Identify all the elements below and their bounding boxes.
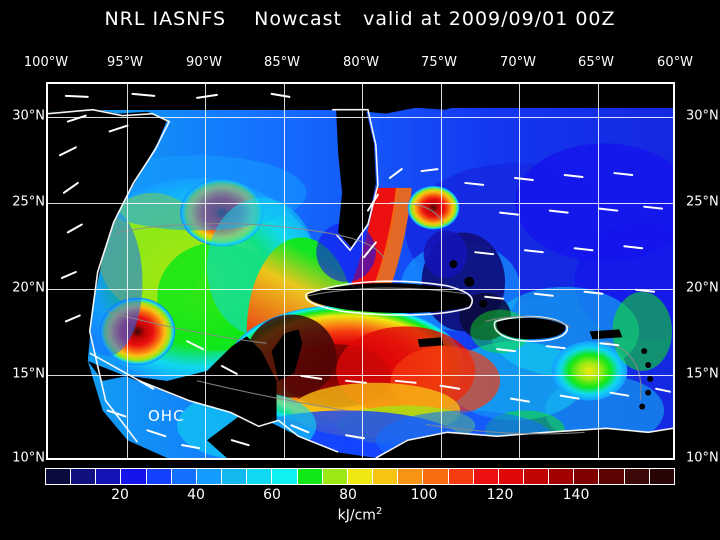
colorbar-block-4 <box>146 469 172 484</box>
colorbar <box>45 468 675 485</box>
lon-tick-1: 95°W <box>107 55 143 70</box>
gridline-lat-30n <box>48 117 673 118</box>
lat-tick-left-0: 30°N <box>12 108 45 124</box>
map-plot-area: OHC <box>46 82 675 460</box>
colorbar-block-1 <box>71 469 97 484</box>
colorbar-block-24 <box>649 469 674 484</box>
page-title: NRL IASNFS Nowcast valid at 2009/09/01 0… <box>104 8 616 30</box>
gridline-lon-70w <box>519 84 520 458</box>
colorbar-unit-main: kJ/cm <box>337 507 376 524</box>
lat-tick-left-2: 20°N <box>12 280 45 296</box>
cb-tick-40: 40 <box>187 487 205 503</box>
colorbar-block-5 <box>171 469 197 484</box>
lon-tick-6: 70°W <box>500 55 536 70</box>
cb-tick-100: 100 <box>410 487 438 503</box>
colorbar-block-12 <box>347 469 374 484</box>
colorbar-block-8 <box>247 469 273 484</box>
lat-tick-left-1: 25°N <box>12 194 45 210</box>
colorbar-unit-label: kJ/cm2 <box>0 506 720 524</box>
gridline-lat-20n <box>48 289 673 290</box>
lon-tick-2: 90°W <box>186 55 222 70</box>
colorbar-block-7 <box>222 469 248 484</box>
current-vector-field <box>58 92 672 450</box>
colorbar-block-13 <box>373 469 399 484</box>
cb-tick-140: 140 <box>562 487 590 503</box>
colorbar-block-15 <box>423 469 449 484</box>
lat-tick-right-0: 30°N <box>686 108 719 124</box>
colorbar-block-20 <box>549 469 575 484</box>
lat-tick-right-2: 20°N <box>686 280 719 296</box>
colorbar-block-14 <box>398 469 424 484</box>
cb-tick-20: 20 <box>111 487 129 503</box>
cb-tick-60: 60 <box>263 487 281 503</box>
gridline-lat-25n <box>48 203 673 204</box>
lat-tick-right-1: 25°N <box>686 194 719 210</box>
ohc-annotation: OHC <box>148 407 185 425</box>
lat-tick-right-3: 15°N <box>686 366 719 382</box>
lat-tick-left-4: 10°N <box>12 450 45 466</box>
colorbar-block-16 <box>448 469 474 484</box>
lat-tick-left-3: 15°N <box>12 366 45 382</box>
colorbar-block-10 <box>297 469 323 484</box>
lon-tick-4: 80°W <box>343 55 379 70</box>
lat-tick-right-4: 10°N <box>686 450 719 466</box>
lon-tick-7: 65°W <box>578 55 614 70</box>
colorbar-unit-exponent: 2 <box>375 506 383 517</box>
gridline-lat-15n <box>48 375 673 376</box>
lon-tick-3: 85°W <box>264 55 300 70</box>
colorbar-block-11 <box>322 469 348 484</box>
colorbar-block-22 <box>599 469 625 484</box>
gridline-lon-85w <box>284 84 285 458</box>
lon-tick-0: 100°W <box>23 55 69 70</box>
cb-tick-120: 120 <box>486 487 514 503</box>
gridline-lon-65w <box>598 84 599 458</box>
colorbar-block-17 <box>473 469 499 484</box>
gridline-lon-75w <box>441 84 442 458</box>
lon-tick-8: 60°W <box>657 55 693 70</box>
colorbar-block-6 <box>196 469 223 484</box>
colorbar-block-19 <box>523 469 550 484</box>
colorbar-block-21 <box>574 469 600 484</box>
gridline-lon-90w <box>205 84 206 458</box>
gridline-lon-95w <box>127 84 128 458</box>
colorbar-tick-labels: 20 40 60 80 100 120 140 <box>0 487 720 505</box>
colorbar-block-0 <box>46 469 72 484</box>
gridline-lon-80w <box>362 84 363 458</box>
colorbar-block-18 <box>498 469 524 484</box>
cb-tick-80: 80 <box>339 487 357 503</box>
colorbar-block-2 <box>96 469 122 484</box>
colorbar-block-9 <box>272 469 298 484</box>
colorbar-block-3 <box>121 469 147 484</box>
lon-tick-5: 75°W <box>421 55 457 70</box>
colorbar-block-23 <box>624 469 650 484</box>
longitude-axis-labels: 100°W 95°W 90°W 85°W 80°W 75°W 70°W 65°W… <box>0 55 720 73</box>
